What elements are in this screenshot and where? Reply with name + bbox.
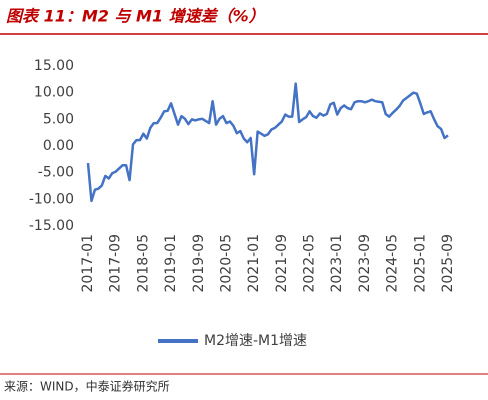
chart-title: 图表 11：M2 与 M1 增速差（%） [6,7,265,26]
x-tick-label: 2024-05 [385,234,401,293]
y-tick-label: 15.00 [34,58,74,74]
y-tick-label: -10.00 [29,191,74,207]
x-tick-label: 2023-01 [329,234,345,293]
x-tick-label: 2023-09 [357,234,373,293]
x-tick-label: 2022-05 [302,234,318,293]
x-tick-label: 2019-01 [163,234,179,293]
y-tick-label: 5.00 [43,111,74,127]
x-tick-label: 2019-09 [191,234,207,293]
legend-label: M2增速-M1增速 [204,333,307,349]
y-tick-label: 0.00 [43,138,74,154]
series-line [86,82,449,203]
x-tick-label: 2021-01 [246,234,262,293]
x-tick-label: 2018-05 [135,234,151,293]
y-tick-label: -15.00 [29,218,74,234]
y-tick-label: -5.00 [38,165,74,181]
x-tick-label: 2021-09 [274,234,290,293]
x-tick-label: 2020-05 [218,234,234,292]
source: 来源：WIND，中泰证券研究所 [4,379,170,394]
x-tick-label: 2025-01 [412,234,428,293]
y-tick-label: 10.00 [34,85,74,101]
x-tick-label: 2025-09 [440,234,456,293]
x-tick-label: 2017-01 [80,234,96,293]
x-tick-label: 2017-09 [108,234,124,293]
